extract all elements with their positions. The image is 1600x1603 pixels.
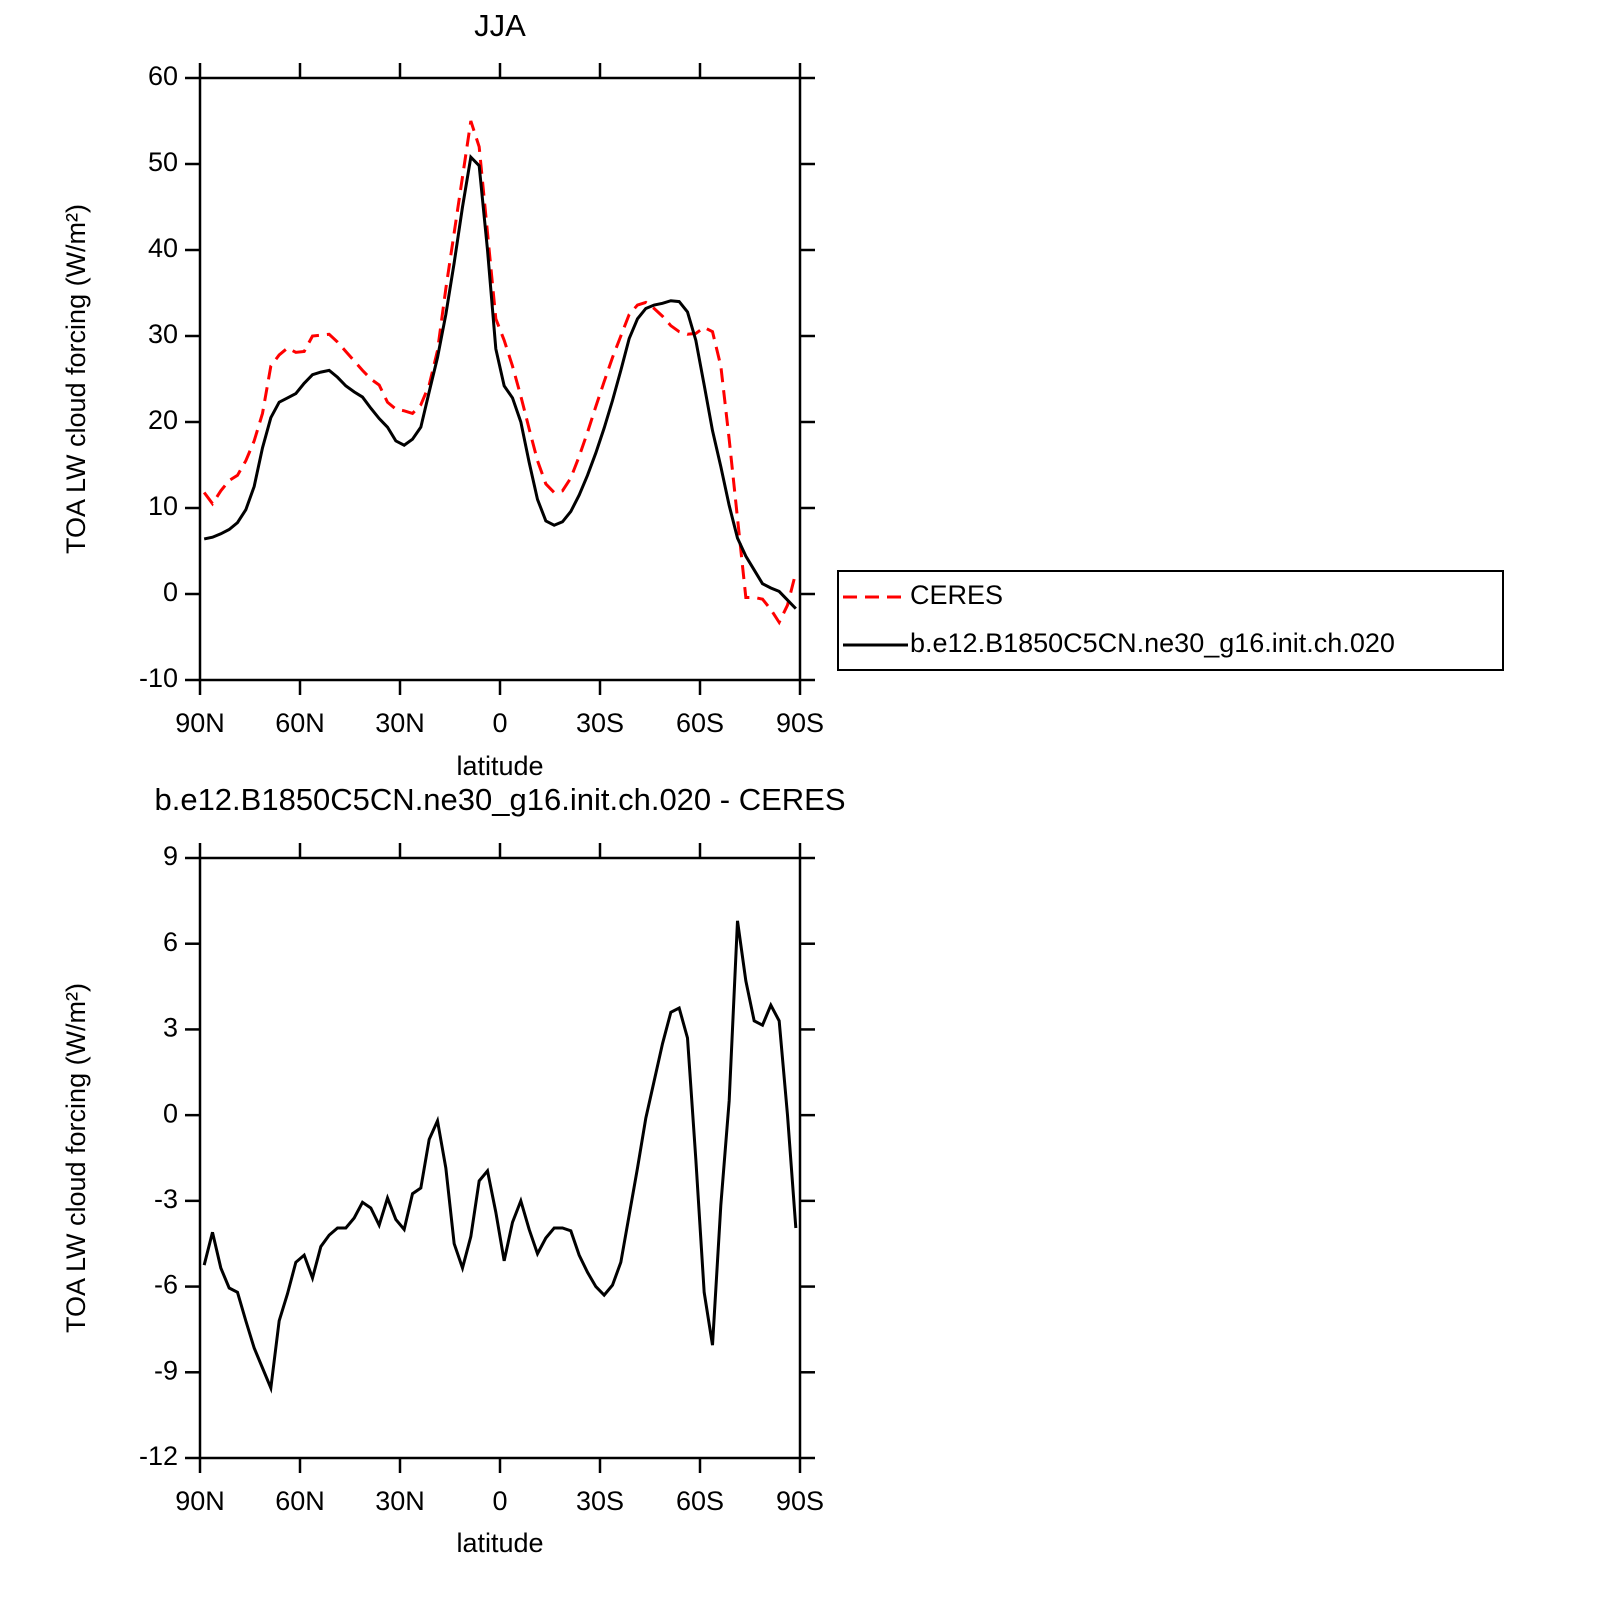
x-tick-label: 90N xyxy=(175,708,225,738)
y-tick-label: 20 xyxy=(148,405,178,435)
y-tick-label: -9 xyxy=(154,1355,178,1385)
x-tick-label: 60S xyxy=(676,1486,724,1516)
x-tick-label: 90S xyxy=(776,1486,824,1516)
y-tick-label: 6 xyxy=(163,927,178,957)
y-tick-label: 0 xyxy=(163,577,178,607)
chart-title: b.e12.B1850C5CN.ne30_g16.init.ch.020 - C… xyxy=(154,782,845,817)
plot-frame xyxy=(198,76,802,682)
x-tick-label: 0 xyxy=(492,1486,507,1516)
plot-frame xyxy=(198,856,802,1460)
y-axis-label: TOA LW cloud forcing (W/m²) xyxy=(61,204,91,554)
y-tick-label: 30 xyxy=(148,319,178,349)
data-line xyxy=(202,120,798,626)
y-tick-label: -6 xyxy=(154,1270,178,1300)
x-tick-label: 90S xyxy=(776,708,824,738)
y-tick-label: -3 xyxy=(154,1184,178,1214)
data-line xyxy=(202,920,798,1394)
data-line xyxy=(203,153,797,610)
legend-label: CERES xyxy=(910,580,1003,610)
x-tick-label: 0 xyxy=(492,708,507,738)
legend-label: b.e12.B1850C5CN.ne30_g16.init.ch.020 xyxy=(910,628,1395,658)
x-axis-label: latitude xyxy=(456,1528,543,1558)
y-tick-label: -10 xyxy=(139,663,178,693)
x-tick-label: 60N xyxy=(275,708,325,738)
x-tick-label: 30N xyxy=(375,708,425,738)
y-tick-label: 40 xyxy=(148,233,178,263)
x-axis-label: latitude xyxy=(456,751,543,781)
y-axis-label: TOA LW cloud forcing (W/m²) xyxy=(61,983,91,1333)
chart-title: JJA xyxy=(474,8,526,43)
x-tick-label: 30S xyxy=(576,708,624,738)
y-tick-label: 9 xyxy=(163,841,178,871)
x-tick-label: 30N xyxy=(375,1486,425,1516)
y-tick-label: -12 xyxy=(139,1441,178,1471)
y-tick-label: 60 xyxy=(148,61,178,91)
x-tick-label: 60N xyxy=(275,1486,325,1516)
y-tick-label: 10 xyxy=(148,491,178,521)
y-tick-label: 50 xyxy=(148,147,178,177)
x-tick-label: 60S xyxy=(676,708,724,738)
legend-box xyxy=(837,570,1504,671)
y-tick-label: 0 xyxy=(163,1098,178,1128)
x-tick-label: 30S xyxy=(576,1486,624,1516)
y-tick-label: 3 xyxy=(163,1013,178,1043)
x-tick-label: 90N xyxy=(175,1486,225,1516)
